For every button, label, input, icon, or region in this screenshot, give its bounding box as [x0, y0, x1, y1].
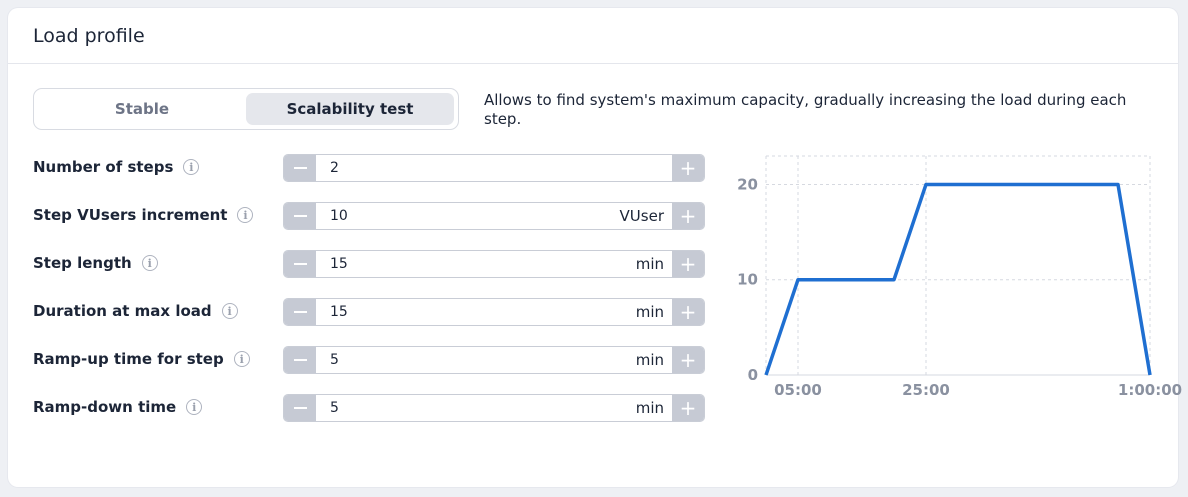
stepper-input[interactable]: 5 min [316, 347, 672, 373]
field-step-length: Step length i 15 min + [33, 250, 708, 278]
stepper-input[interactable]: 15 min [316, 251, 672, 277]
stepper-value: 15 [330, 256, 348, 272]
stepper-value: 2 [330, 160, 339, 176]
decrement-button[interactable] [284, 155, 316, 181]
ramp-up-time-stepper: 5 min + [283, 346, 705, 374]
stepper-unit: min [635, 399, 664, 417]
field-step-vusers-increment: Step VUsers increment i 10 VUser + [33, 202, 708, 230]
field-label: Ramp-down time [33, 398, 177, 416]
y-tick-label: 20 [737, 175, 758, 193]
stepper-unit: min [635, 351, 664, 369]
series-line [764, 182, 1152, 376]
field-duration-at-max-load: Duration at max load i 15 min + [33, 298, 708, 326]
stepper-unit: min [635, 303, 664, 321]
tab-scalability-test[interactable]: Scalability test [246, 93, 454, 125]
card-title: Load profile [8, 8, 1178, 64]
field-ramp-up-time-for-step: Ramp-up time for step i 5 min + [33, 346, 708, 374]
stepper-input[interactable]: 10 VUser [316, 203, 672, 229]
stepper-input[interactable]: 15 min [316, 299, 672, 325]
increment-button[interactable]: + [672, 203, 704, 229]
info-icon[interactable]: i [237, 207, 254, 223]
stepper-unit: min [635, 255, 664, 273]
info-icon[interactable]: i [233, 351, 250, 367]
field-label: Number of steps [33, 158, 174, 176]
tab-stable[interactable]: Stable [114, 100, 170, 118]
info-icon[interactable]: i [183, 159, 200, 175]
decrement-button[interactable] [284, 347, 316, 373]
x-tick-label: 1:00:00 [1118, 381, 1182, 399]
number-of-steps-stepper: 2 + [283, 154, 705, 182]
increment-button[interactable]: + [672, 251, 704, 277]
stepper-value: 15 [330, 304, 348, 320]
ramp-down-time-stepper: 5 min + [283, 394, 705, 422]
field-label: Ramp-up time for step [33, 350, 224, 368]
decrement-button[interactable] [284, 395, 316, 421]
y-tick-label: 0 [748, 366, 758, 384]
stepper-value: 5 [330, 352, 339, 368]
load-profile-chart: 0 10 20 05:00 25:00 1:00:00 [737, 155, 1182, 399]
x-tick-label: 25:00 [902, 381, 950, 399]
decrement-button[interactable] [284, 251, 316, 277]
x-tick-label: 05:00 [774, 381, 822, 399]
step-length-stepper: 15 min + [283, 250, 705, 278]
decrement-button[interactable] [284, 203, 316, 229]
mode-selector: Stable Scalability test [33, 88, 459, 130]
stepper-input[interactable]: 2 [316, 155, 672, 181]
increment-button[interactable]: + [672, 395, 704, 421]
step-vusers-increment-stepper: 10 VUser + [283, 202, 705, 230]
field-label: Step VUsers increment [33, 206, 228, 224]
stepper-value: 5 [330, 400, 339, 416]
field-label: Duration at max load [33, 302, 212, 320]
increment-button[interactable]: + [672, 155, 704, 181]
duration-at-max-load-stepper: 15 min + [283, 298, 705, 326]
field-label: Step length [33, 254, 132, 272]
mode-description: Allows to find system's maximum capacity… [484, 91, 1127, 128]
decrement-button[interactable] [284, 299, 316, 325]
info-icon[interactable]: i [141, 255, 158, 271]
field-ramp-down-time: Ramp-down time i 5 min + [33, 394, 708, 422]
y-tick-label: 10 [737, 271, 758, 289]
stepper-input[interactable]: 5 min [316, 395, 672, 421]
stepper-unit: VUser [619, 207, 664, 225]
field-number-of-steps: Number of steps i 2 + [33, 154, 708, 182]
increment-button[interactable]: + [672, 347, 704, 373]
load-profile-card: Load profile Stable Scalability test All… [8, 8, 1182, 487]
increment-button[interactable]: + [672, 299, 704, 325]
info-icon[interactable]: i [221, 303, 238, 319]
info-icon[interactable]: i [186, 399, 203, 415]
stepper-value: 10 [330, 208, 348, 224]
